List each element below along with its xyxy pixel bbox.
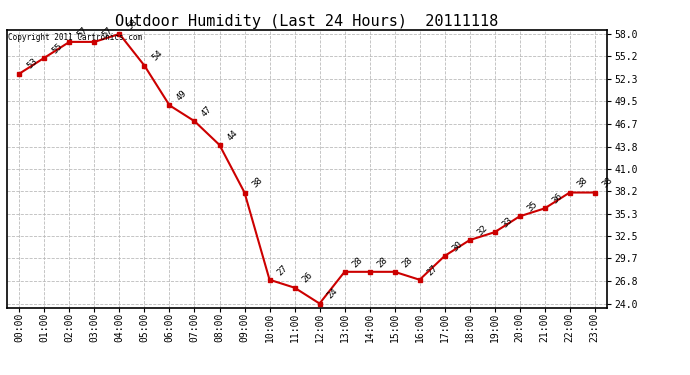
Text: 55: 55 — [50, 41, 64, 55]
Text: 49: 49 — [175, 88, 189, 102]
Text: 53: 53 — [25, 57, 39, 71]
Text: 57: 57 — [75, 25, 89, 39]
Text: 57: 57 — [100, 25, 114, 39]
Text: 28: 28 — [400, 255, 414, 269]
Text: 27: 27 — [425, 263, 439, 277]
Text: 54: 54 — [150, 49, 164, 63]
Text: 32: 32 — [475, 224, 489, 237]
Text: 38: 38 — [575, 176, 589, 190]
Title: Outdoor Humidity (Last 24 Hours)  20111118: Outdoor Humidity (Last 24 Hours) 2011111… — [115, 14, 499, 29]
Text: 44: 44 — [225, 128, 239, 142]
Text: 33: 33 — [500, 215, 514, 229]
Text: 26: 26 — [300, 271, 314, 285]
Text: 28: 28 — [350, 255, 364, 269]
Text: 38: 38 — [600, 176, 614, 190]
Text: 35: 35 — [525, 200, 539, 213]
Text: 47: 47 — [200, 104, 214, 118]
Text: 24: 24 — [325, 287, 339, 301]
Text: Copyright 2011 Cartronics.com: Copyright 2011 Cartronics.com — [8, 33, 142, 42]
Text: 58: 58 — [125, 17, 139, 31]
Text: 30: 30 — [450, 239, 464, 253]
Text: 28: 28 — [375, 255, 389, 269]
Text: 38: 38 — [250, 176, 264, 190]
Text: 36: 36 — [550, 192, 564, 206]
Text: 27: 27 — [275, 263, 289, 277]
